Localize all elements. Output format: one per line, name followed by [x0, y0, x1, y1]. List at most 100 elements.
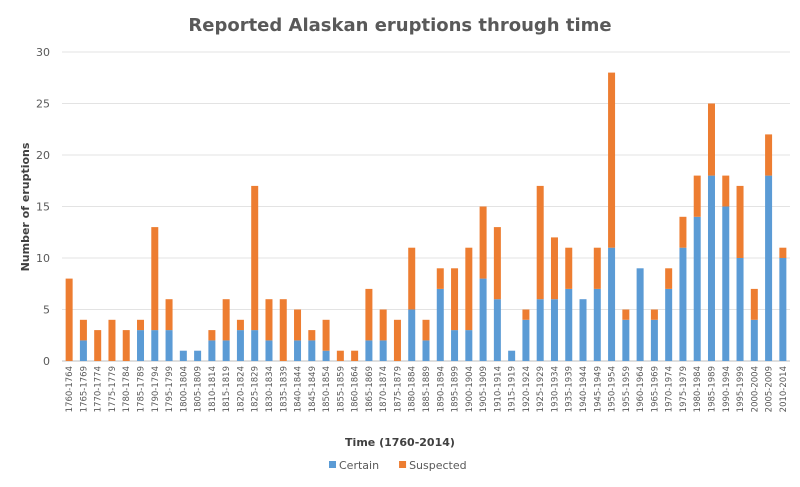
bar-suspected-1925-1929 [536, 185, 544, 300]
x-tick-label: 1795-1799 [165, 366, 175, 412]
bar-suspected-1770-1774 [94, 330, 102, 361]
bar-suspected-1785-1789 [137, 319, 145, 331]
x-tick-label: 1985-1989 [707, 366, 717, 412]
bar-suspected-1865-1869 [365, 288, 373, 341]
x-tick-label: 1820-1824 [236, 366, 246, 412]
chart-title: Reported Alaskan eruptions through time [188, 15, 611, 36]
bar-suspected-1905-1909 [479, 206, 487, 279]
bar-certain-1970-1974 [665, 288, 673, 361]
bar-certain-1995-1999 [736, 258, 744, 361]
bar-suspected-1840-1844 [294, 309, 302, 341]
bar-certain-1985-1989 [707, 175, 715, 361]
bar-suspected-1850-1854 [322, 319, 330, 351]
bar-suspected-1995-1999 [736, 185, 744, 258]
y-tick-label: 25 [36, 98, 50, 111]
x-tick-label: 1805-1809 [194, 366, 204, 412]
x-tick-label: 1870-1874 [379, 366, 389, 412]
x-tick-label: 1880-1884 [408, 366, 418, 412]
bar-certain-1765-1769 [79, 340, 87, 361]
x-tick-label: 1915-1919 [508, 366, 518, 412]
bar-certain-1960-1964 [636, 268, 644, 361]
y-tick-label: 30 [36, 46, 50, 59]
y-tick-label: 15 [36, 201, 50, 214]
x-tick-label: 1975-1979 [679, 366, 689, 412]
legend-label-suspected: Suspected [409, 459, 467, 472]
bar-certain-1965-1969 [650, 319, 658, 361]
x-tick-label: 1990-1994 [722, 366, 732, 412]
x-tick-label: 1845-1849 [308, 366, 318, 412]
bar-suspected-1815-1819 [222, 299, 230, 341]
y-axis-title: Number of eruptions [19, 142, 32, 271]
bar-suspected-1820-1824 [236, 319, 244, 331]
bar-suspected-1870-1874 [379, 309, 387, 341]
bar-suspected-1860-1864 [351, 350, 359, 361]
bar-suspected-2005-2009 [765, 134, 773, 176]
bar-suspected-2010-2014 [779, 247, 787, 258]
x-tick-label: 1865-1869 [365, 366, 375, 412]
bar-certain-1820-1824 [236, 330, 244, 361]
bar-certain-1795-1799 [165, 330, 173, 361]
bar-suspected-1825-1829 [251, 185, 259, 331]
x-tick-label: 1840-1844 [294, 366, 304, 412]
x-tick-label: 1885-1889 [422, 366, 432, 412]
bar-suspected-1830-1834 [265, 299, 273, 341]
bar-certain-1955-1959 [622, 319, 630, 361]
bar-suspected-1885-1889 [422, 319, 430, 341]
bar-certain-1895-1899 [451, 330, 459, 361]
x-tick-label: 1995-1999 [736, 366, 746, 412]
x-tick-label: 2010-2014 [779, 366, 789, 412]
bar-certain-1805-1809 [194, 350, 202, 361]
x-tick-label: 1940-1944 [579, 366, 589, 412]
bar-suspected-1920-1924 [522, 309, 530, 320]
bar-suspected-1795-1799 [165, 299, 173, 331]
bar-certain-1930-1934 [550, 299, 558, 361]
legend-swatch-suspected [399, 461, 407, 468]
bar-certain-1850-1854 [322, 350, 330, 361]
bar-certain-1810-1814 [208, 340, 216, 361]
bar-certain-1900-1904 [465, 330, 473, 361]
x-tick-label: 1955-1959 [622, 366, 632, 412]
bar-suspected-1910-1914 [493, 227, 501, 300]
bar-suspected-1980-1984 [693, 175, 701, 217]
bar-suspected-1945-1949 [593, 247, 601, 289]
x-tick-label: 1810-1814 [208, 366, 218, 412]
x-tick-label: 1850-1854 [322, 366, 332, 412]
bar-certain-1975-1979 [679, 247, 687, 361]
x-tick-label: 1920-1924 [522, 366, 532, 412]
x-tick-label: 1835-1839 [279, 366, 289, 412]
bar-suspected-1790-1794 [151, 227, 159, 331]
x-tick-label: 1855-1859 [336, 366, 346, 412]
bar-suspected-1890-1894 [436, 268, 444, 289]
y-tick-label: 5 [43, 304, 50, 317]
bar-suspected-1970-1974 [665, 268, 673, 289]
bar-suspected-1895-1899 [451, 268, 459, 331]
x-tick-label: 1825-1829 [251, 366, 261, 412]
bar-certain-1945-1949 [593, 288, 601, 361]
x-tick-label: 1785-1789 [137, 366, 147, 412]
x-tick-label: 1800-1804 [179, 366, 189, 412]
bar-suspected-1900-1904 [465, 247, 473, 331]
x-tick-label: 1925-1929 [536, 366, 546, 412]
bar-suspected-1775-1779 [108, 319, 116, 361]
x-tick-label: 1980-1984 [693, 366, 703, 412]
x-tick-label: 1815-1819 [222, 366, 232, 412]
bar-certain-1910-1914 [493, 299, 501, 361]
bar-suspected-1935-1939 [565, 247, 573, 289]
bar-certain-1890-1894 [436, 288, 444, 361]
bar-certain-2000-2004 [750, 319, 758, 361]
x-tick-label: 1790-1794 [151, 366, 161, 412]
bar-suspected-1930-1934 [550, 237, 558, 300]
bar-suspected-1880-1884 [408, 247, 416, 310]
x-tick-label: 1930-1934 [550, 366, 560, 412]
x-tick-label: 1910-1914 [493, 366, 503, 412]
x-tick-label: 1935-1939 [565, 366, 575, 412]
x-tick-label: 1965-1969 [650, 366, 660, 412]
bar-certain-1880-1884 [408, 309, 416, 361]
x-tick-label: 1970-1974 [665, 366, 675, 412]
bar-certain-1865-1869 [365, 340, 373, 361]
x-tick-label: 1875-1879 [393, 366, 403, 412]
bar-certain-1925-1929 [536, 299, 544, 361]
x-tick-label: 2005-2009 [765, 366, 775, 412]
bar-suspected-1765-1769 [79, 319, 87, 341]
legend-label-certain: Certain [339, 459, 379, 472]
